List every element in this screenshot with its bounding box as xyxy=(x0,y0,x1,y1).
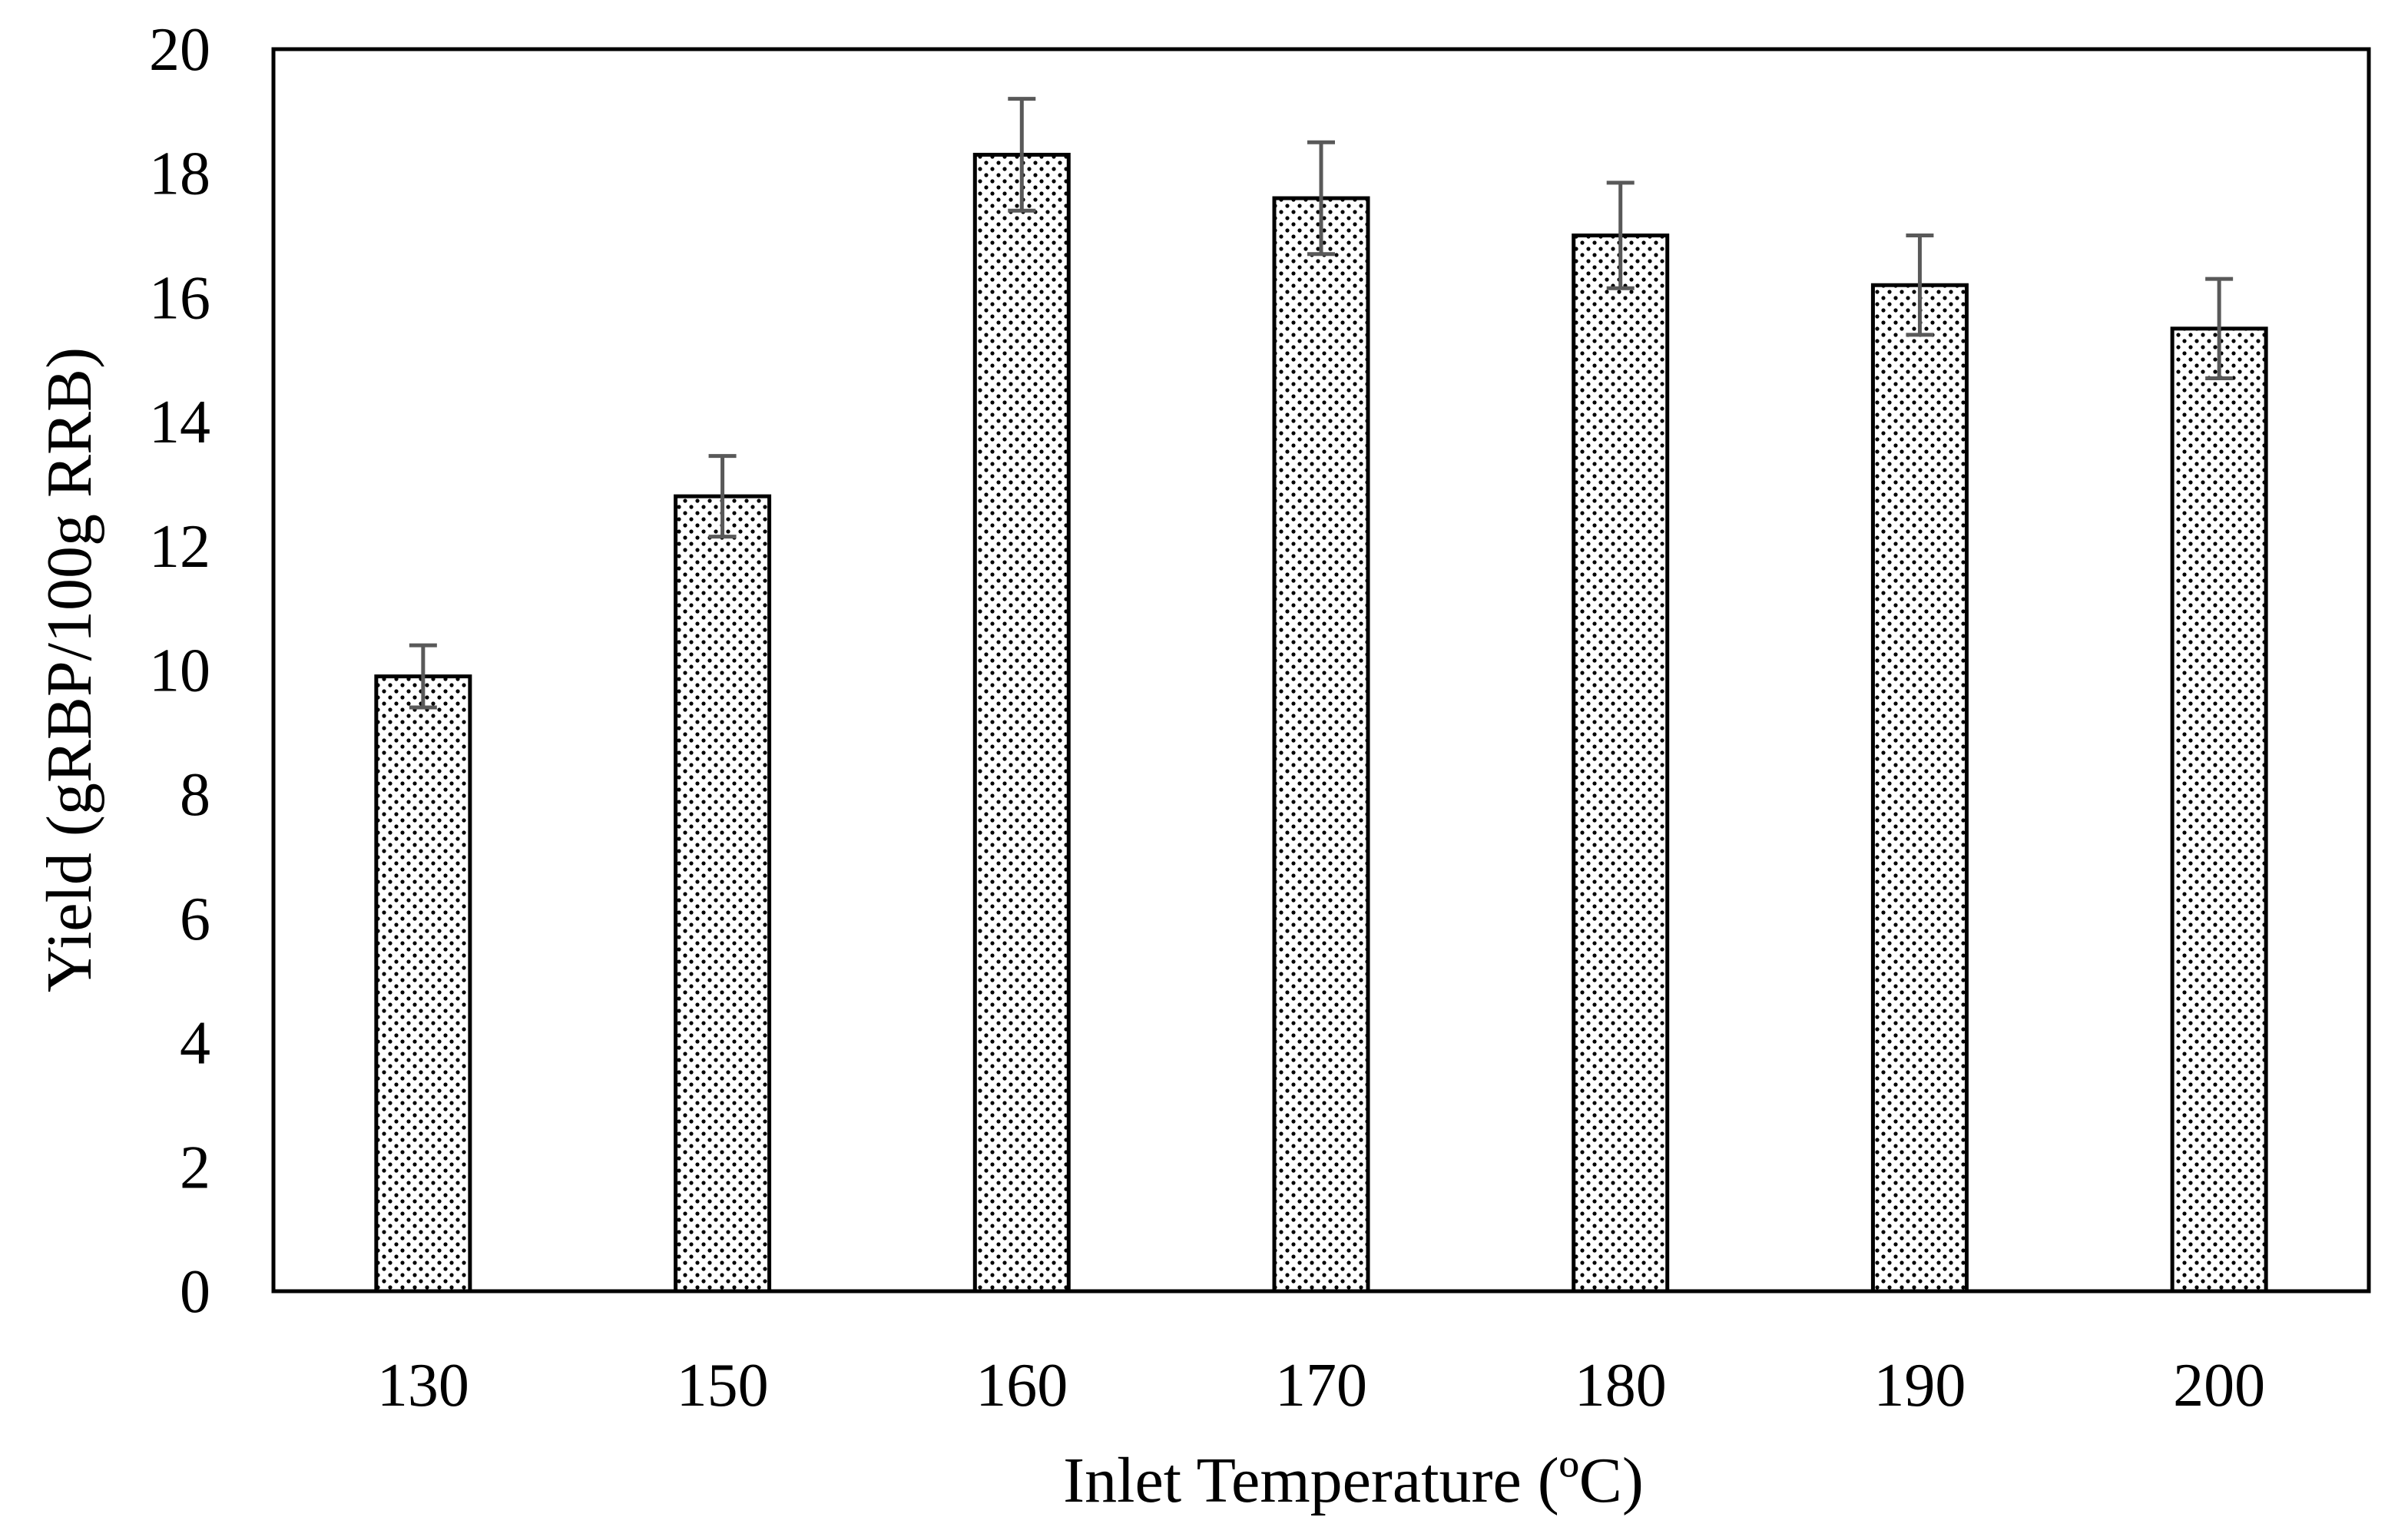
x-tick-label: 180 xyxy=(1575,1352,1667,1419)
x-tick-label: 190 xyxy=(1873,1352,1966,1419)
error-bar-160 xyxy=(1008,97,1036,213)
x-axis-title: Inlet Temperature (ºC) xyxy=(1063,1445,1644,1516)
y-tick-label: 20 xyxy=(149,16,210,84)
y-tick-label: 6 xyxy=(180,886,210,953)
x-tick-label: 200 xyxy=(2173,1352,2265,1419)
error-bar-190 xyxy=(1906,234,1934,337)
bar-160 xyxy=(972,152,1071,1294)
y-tick-label: 18 xyxy=(149,141,210,208)
y-axis-title: Yield (gRBP/100g RRB) xyxy=(34,347,105,992)
x-tick-label: 130 xyxy=(377,1352,469,1419)
bar-150 xyxy=(674,494,772,1294)
x-tick-label: 160 xyxy=(975,1352,1068,1419)
bars-group xyxy=(374,152,2268,1294)
error-bar-130 xyxy=(409,643,437,710)
error-bar-150 xyxy=(708,454,737,539)
error-bars-group xyxy=(409,97,2234,710)
y-tick-label: 16 xyxy=(149,264,210,332)
x-tick-label: 150 xyxy=(677,1352,769,1419)
bar-170 xyxy=(1272,196,1370,1294)
y-tick-label: 2 xyxy=(180,1134,210,1201)
error-bar-200 xyxy=(2205,277,2234,381)
bar-190 xyxy=(1870,283,1969,1294)
x-axis-ticks: 130 150 160 170 180 190 200 xyxy=(377,1352,2265,1419)
bar-180 xyxy=(1572,234,1670,1294)
y-tick-label: 10 xyxy=(149,638,210,705)
y-tick-label: 14 xyxy=(149,389,210,456)
y-tick-label: 0 xyxy=(180,1258,210,1326)
bar-130 xyxy=(374,674,472,1294)
y-axis-ticks: 0 2 4 6 8 10 12 14 16 18 20 xyxy=(149,16,210,1326)
x-tick-label: 170 xyxy=(1275,1352,1367,1419)
bar-200 xyxy=(2170,326,2268,1294)
error-bar-170 xyxy=(1307,140,1335,257)
y-tick-label: 8 xyxy=(180,761,210,829)
error-bar-180 xyxy=(1606,181,1635,290)
y-tick-label: 12 xyxy=(149,513,210,581)
y-tick-label: 4 xyxy=(180,1010,210,1078)
